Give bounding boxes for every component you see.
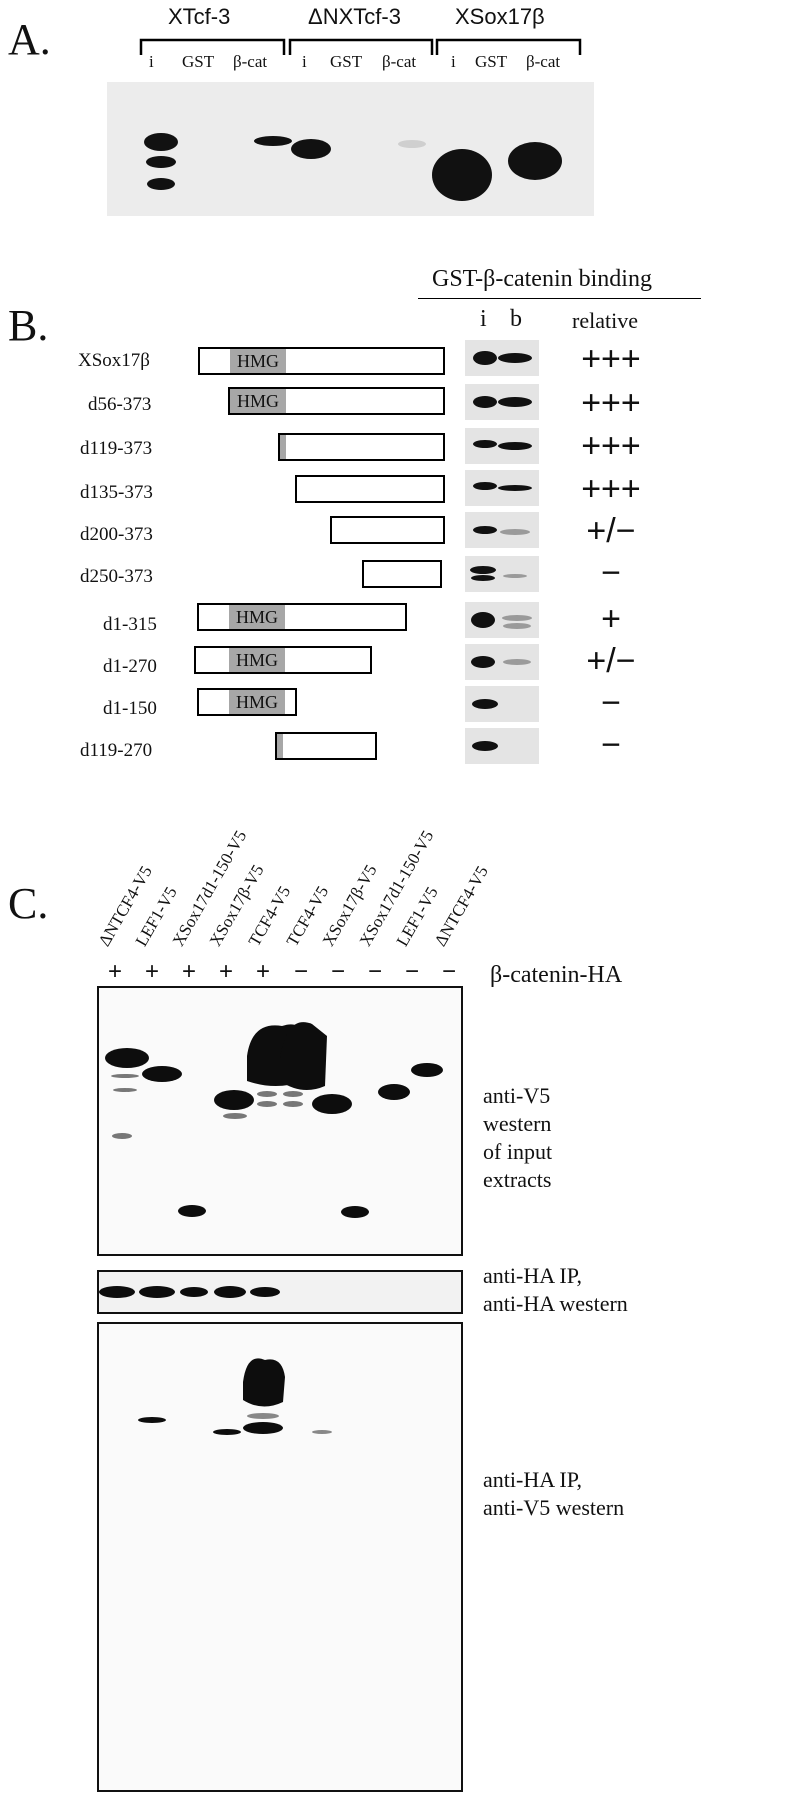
blot3-label: anti-HA IP, anti-V5 western — [483, 1467, 625, 1520]
construct-bar — [275, 732, 377, 760]
relative-binding: − — [601, 684, 621, 722]
lane-label-i-3: i — [451, 52, 456, 71]
construct-label: d1-270 — [103, 656, 157, 677]
panel-b-label: B. — [8, 301, 49, 350]
hmg-domain-fragment — [280, 435, 286, 459]
col-b-label: b — [510, 306, 522, 332]
relative-binding: + — [601, 600, 621, 638]
construct-label: d119-270 — [80, 740, 153, 761]
hmg-domain-fragment — [277, 734, 283, 758]
lane-sign: + — [256, 958, 271, 985]
hmg-domain: HMG — [230, 349, 286, 373]
panel-a-brackets — [139, 38, 582, 55]
construct-label: d1-150 — [103, 698, 157, 719]
relative-binding: +/− — [586, 512, 636, 550]
construct-label: d200-373 — [80, 524, 153, 545]
construct-label: XSox17β — [78, 350, 150, 371]
hmg-domain: HMG — [229, 605, 285, 629]
construct-bar: HMG — [228, 387, 445, 415]
relative-binding: +++ — [581, 384, 641, 422]
blot2-label: anti-HA IP, anti-HA western — [483, 1263, 628, 1316]
blot-ha-ip-ha-western — [97, 1270, 463, 1314]
construct-bar — [330, 516, 445, 544]
construct-bar: HMG — [197, 603, 407, 631]
lane-label-i-1: i — [149, 52, 154, 71]
lane-label-i-2: i — [302, 52, 307, 71]
hmg-domain: HMG — [230, 389, 286, 413]
group-label-dnxtcf3: ΔNXTcf-3 — [308, 4, 401, 29]
group-label-xsox17b: XSox17β — [455, 4, 545, 29]
lane-sign: + — [219, 958, 234, 985]
construct-bar — [278, 433, 445, 461]
lane-sign: − — [368, 958, 383, 985]
construct-bar: HMG — [198, 347, 445, 375]
relative-binding: +++ — [581, 470, 641, 508]
lane-label-gst-1: GST — [182, 52, 215, 71]
binding-header: GST-β-catenin binding — [432, 266, 652, 292]
relative-binding: − — [601, 726, 621, 764]
construct-bar: HMG — [194, 646, 372, 674]
blot-ha-ip-v5-western — [97, 1322, 463, 1792]
panel-a-label: A. — [8, 15, 51, 64]
lane-label-bcat-2: β-cat — [382, 52, 417, 71]
construct-bar: HMG — [197, 688, 297, 716]
binding-header-rule — [418, 298, 701, 299]
construct-bar — [362, 560, 442, 588]
lane-name: ΔNTCF4-V5 — [430, 862, 492, 950]
lane-sign: − — [405, 958, 420, 985]
hmg-domain: HMG — [229, 690, 285, 714]
hmg-domain: HMG — [229, 648, 285, 672]
blot1-label: anti-V5 western of input extracts — [483, 1083, 553, 1192]
construct-label: d135-373 — [80, 482, 153, 503]
relative-binding: +++ — [581, 427, 641, 465]
lane-sign: + — [108, 958, 123, 985]
col-i-label: i — [480, 306, 487, 332]
construct-label: d119-373 — [80, 438, 153, 459]
blot-input-extracts — [97, 986, 463, 1256]
lane-sign: − — [331, 958, 346, 985]
group-label-xtcf3: XTcf-3 — [168, 4, 231, 29]
beta-catenin-label: β-catenin-HA — [490, 962, 623, 988]
col-relative-label: relative — [572, 308, 638, 333]
binding-gel-strips — [465, 340, 539, 764]
lane-label-bcat-3: β-cat — [526, 52, 561, 71]
lane-sign: + — [182, 958, 197, 985]
lane-label-bcat-1: β-cat — [233, 52, 268, 71]
lane-sign: + — [145, 958, 160, 985]
relative-binding: − — [601, 554, 621, 592]
panel-c-label: C. — [8, 879, 49, 928]
lane-sign: − — [442, 958, 457, 985]
construct-label: d250-373 — [80, 566, 153, 587]
construct-label: d56-373 — [88, 394, 152, 415]
lane-label-gst-2: GST — [330, 52, 363, 71]
construct-bar — [295, 475, 445, 503]
lane-sign: − — [294, 958, 309, 985]
panel-a-gel — [107, 82, 594, 216]
construct-label: d1-315 — [103, 614, 157, 635]
lane-label-gst-3: GST — [475, 52, 508, 71]
relative-binding: +++ — [581, 340, 641, 378]
relative-binding: +/− — [586, 642, 636, 680]
